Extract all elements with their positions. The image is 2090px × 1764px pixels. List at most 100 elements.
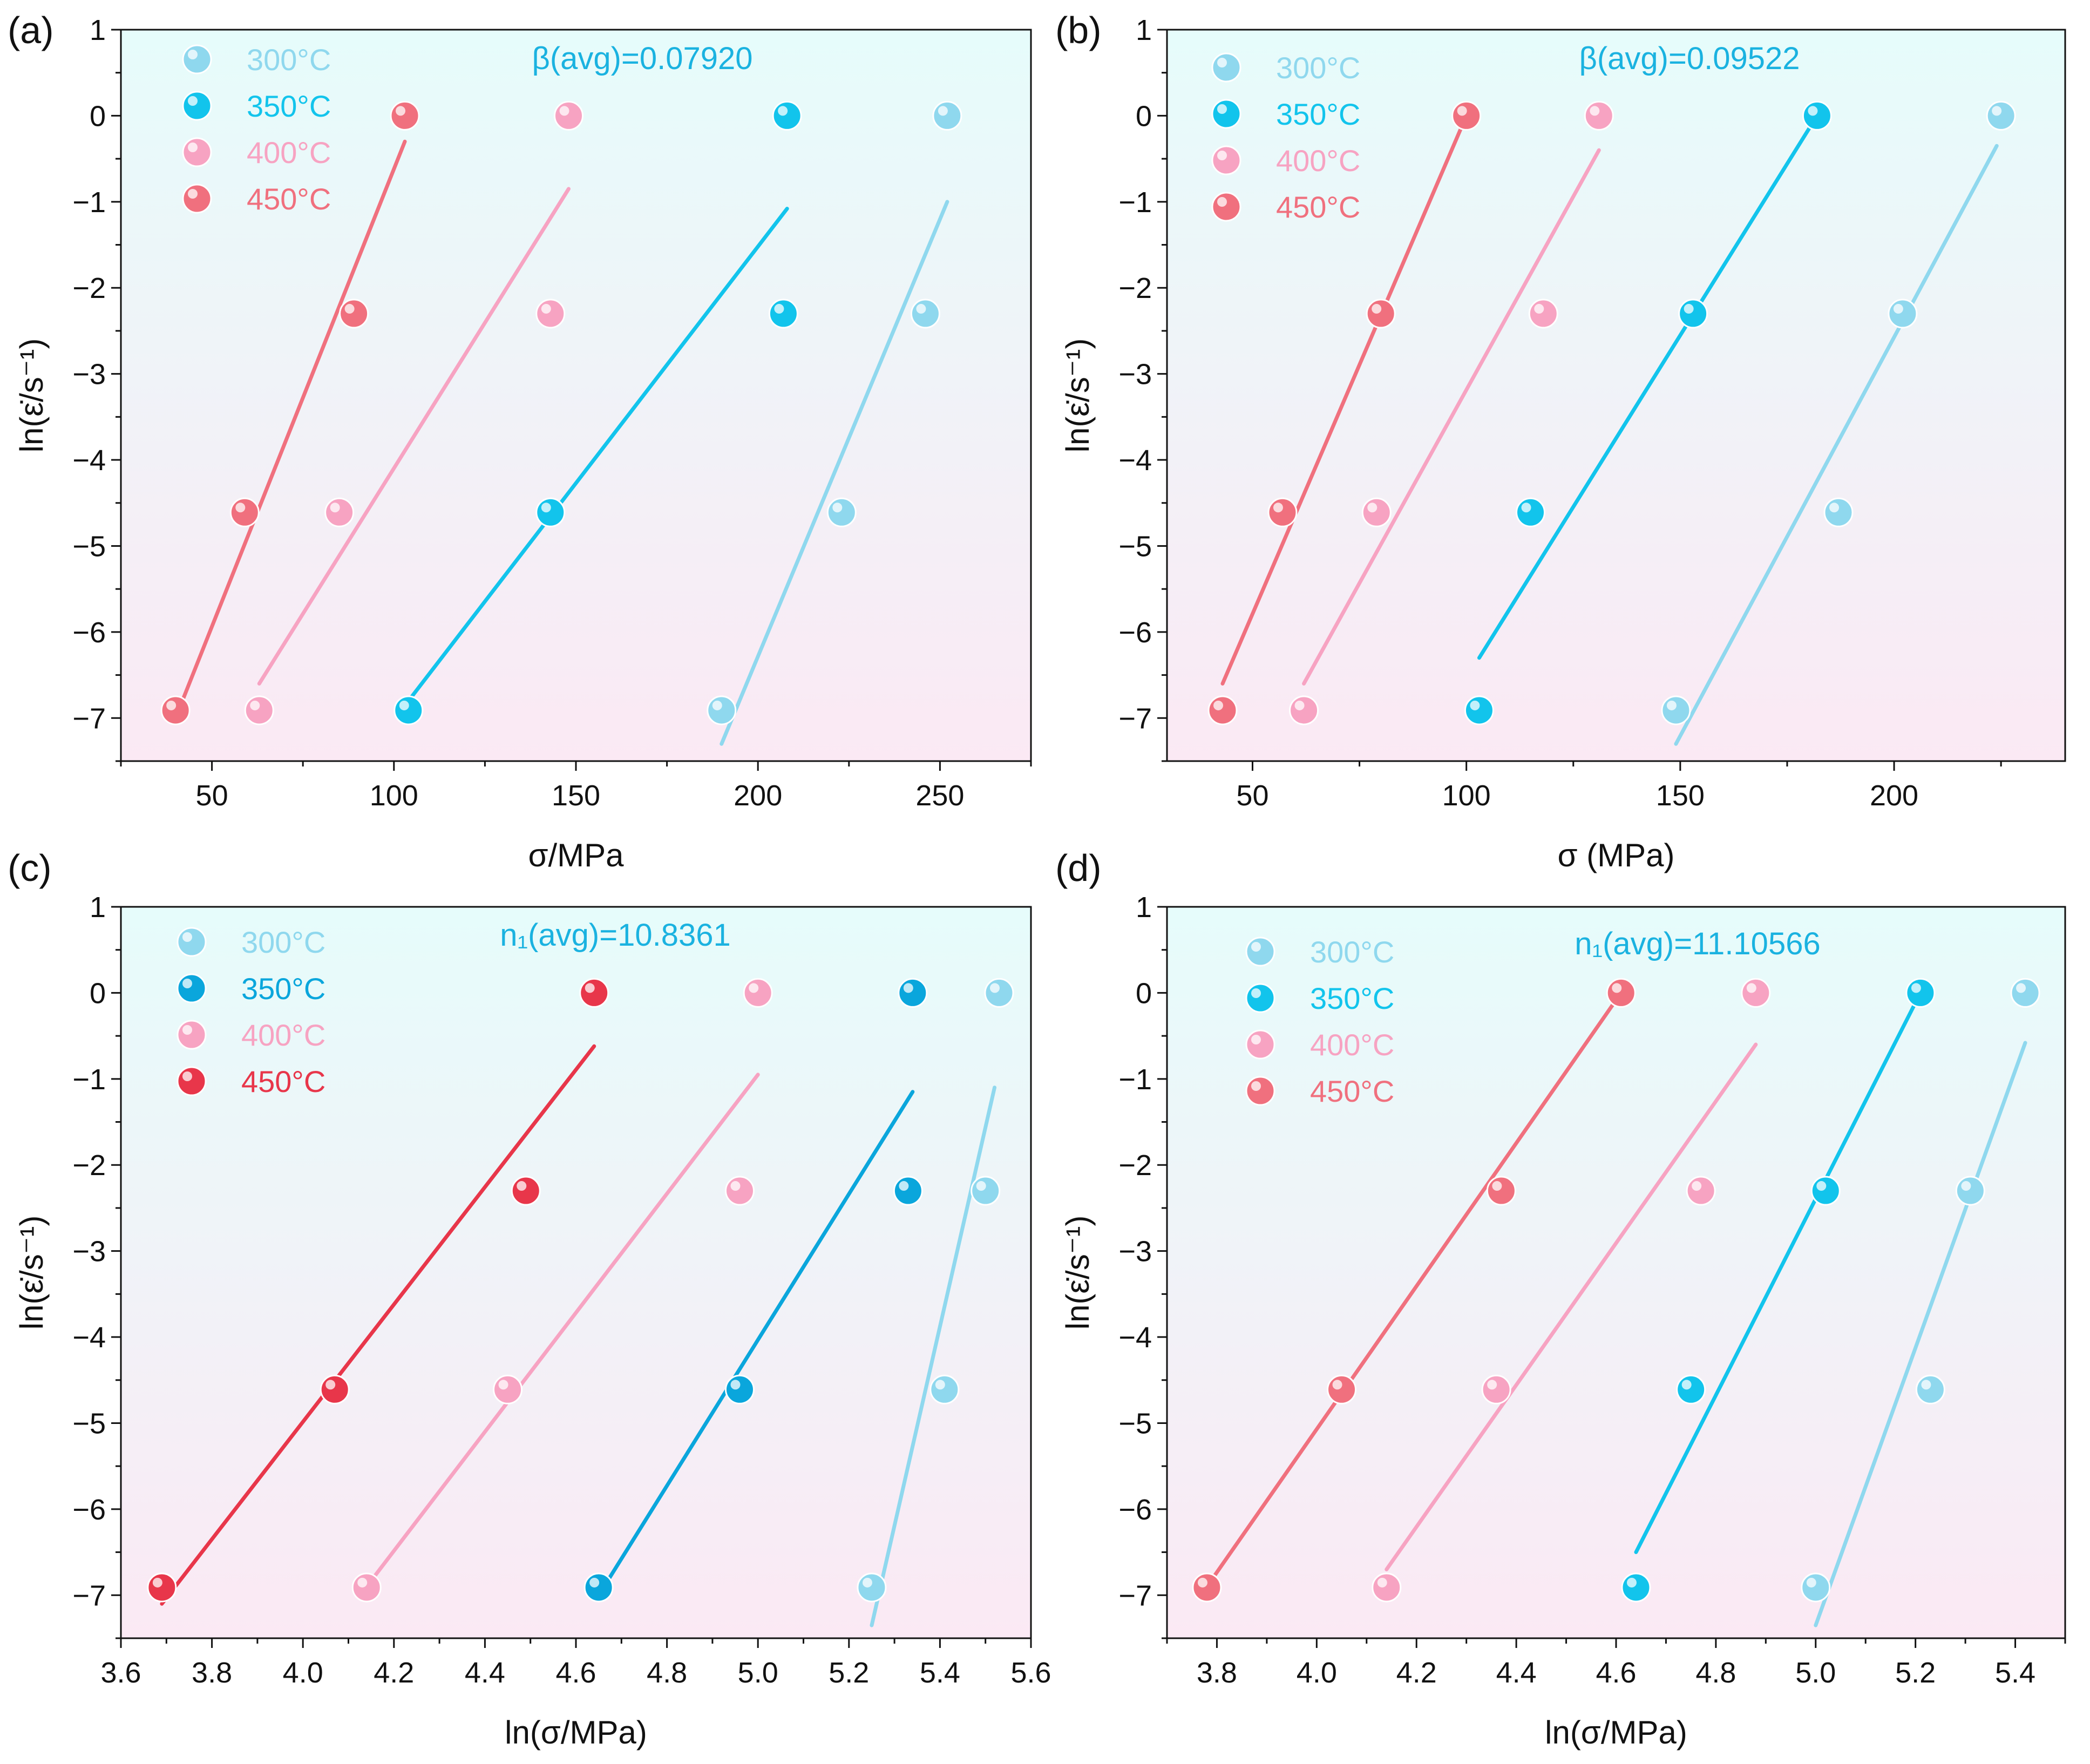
data-point bbox=[535, 298, 566, 329]
data-point bbox=[1686, 1176, 1716, 1206]
y-tick-label: 1 bbox=[1136, 14, 1152, 46]
y-tick-label: −1 bbox=[72, 186, 106, 219]
plot-area bbox=[1167, 30, 2065, 761]
data-point bbox=[1486, 1176, 1516, 1206]
legend-marker-highlight bbox=[1251, 988, 1261, 998]
data-point-highlight bbox=[749, 983, 759, 993]
y-tick-label: −3 bbox=[72, 358, 106, 391]
y-tick-label: −3 bbox=[1118, 1236, 1152, 1268]
data-point bbox=[1802, 100, 1832, 131]
data-point bbox=[1516, 497, 1546, 527]
data-point bbox=[984, 978, 1014, 1008]
plot-area bbox=[1167, 907, 2065, 1638]
legend-marker-highlight bbox=[188, 143, 198, 152]
data-point bbox=[1741, 978, 1771, 1008]
data-point-highlight bbox=[1961, 1181, 1971, 1191]
data-point bbox=[1481, 1374, 1511, 1405]
data-point-highlight bbox=[1590, 106, 1600, 116]
data-point bbox=[1606, 978, 1636, 1008]
data-point-highlight bbox=[1294, 700, 1305, 710]
data-point bbox=[244, 695, 274, 725]
data-point bbox=[1905, 978, 1936, 1008]
y-axis-title: ln(ε̇/s⁻¹) bbox=[1060, 1216, 1096, 1330]
legend-label: 400°C bbox=[1276, 144, 1360, 178]
data-point-highlight bbox=[916, 304, 926, 314]
data-point bbox=[1986, 100, 2016, 131]
y-tick-label: −1 bbox=[1118, 1063, 1152, 1096]
data-point-highlight bbox=[938, 106, 948, 116]
x-axis-title: σ (MPa) bbox=[1557, 837, 1674, 873]
fit-line bbox=[257, 187, 571, 686]
data-point bbox=[1621, 1572, 1651, 1603]
data-point bbox=[898, 978, 928, 1008]
legend-marker bbox=[177, 1020, 207, 1050]
chart-panel-d: (d) 1 0 −1 −2 −3 −4 −5 −6 −7 3.8 4.0 4.2 4.4 4.6 4.8 5.0… bbox=[1055, 847, 2066, 1751]
annotation: n₁(avg)=11.10566 bbox=[1575, 926, 1820, 961]
legend-label: 450°C bbox=[247, 182, 331, 216]
x-tick-label: 4.6 bbox=[555, 1657, 596, 1689]
data-point-highlight bbox=[250, 700, 260, 710]
legend-label: 350°C bbox=[241, 972, 325, 1006]
data-point bbox=[1366, 298, 1396, 329]
legend-marker-highlight bbox=[1217, 197, 1227, 207]
data-point-highlight bbox=[712, 700, 722, 710]
legend-marker bbox=[177, 1066, 207, 1096]
legend-marker bbox=[182, 137, 212, 167]
y-tick-label: −7 bbox=[72, 1579, 106, 1612]
panel-label: (a) bbox=[8, 9, 54, 51]
legend-marker bbox=[1211, 99, 1241, 129]
legend-marker bbox=[1211, 192, 1241, 222]
x-tick-label: 5.2 bbox=[1895, 1657, 1936, 1689]
fit-line bbox=[1220, 113, 1469, 686]
data-point bbox=[1678, 298, 1708, 329]
x-tick-label: 4.8 bbox=[1695, 1657, 1736, 1689]
data-point-highlight bbox=[1470, 700, 1480, 710]
data-point-highlight bbox=[1666, 700, 1677, 710]
data-point-highlight bbox=[589, 1577, 600, 1587]
x-tick-label: 5.4 bbox=[920, 1657, 960, 1689]
y-tick-label: −7 bbox=[1118, 702, 1152, 735]
data-point bbox=[2010, 978, 2040, 1008]
data-point-highlight bbox=[396, 106, 406, 116]
x-tick-label: 200 bbox=[1870, 779, 1918, 812]
data-point bbox=[229, 497, 260, 527]
chart-panel-b: (b) 1 0 −1 −2 −3 −4 −5 −6 −7 50 100 150 200 σ (MPa) ln(… bbox=[1055, 9, 2066, 873]
legend-marker bbox=[182, 44, 212, 74]
data-point-highlight bbox=[1921, 1380, 1931, 1390]
data-point bbox=[1451, 100, 1482, 131]
data-point bbox=[768, 298, 798, 329]
data-point-highlight bbox=[1681, 1380, 1692, 1390]
data-point bbox=[893, 1176, 923, 1206]
legend-marker-highlight bbox=[1251, 1081, 1261, 1091]
data-point-highlight bbox=[730, 1181, 741, 1191]
legend-marker bbox=[182, 91, 212, 121]
data-point-highlight bbox=[325, 1380, 336, 1390]
data-point bbox=[1676, 1374, 1706, 1405]
x-tick-label: 200 bbox=[734, 779, 782, 812]
y-tick-label: −1 bbox=[72, 1063, 106, 1096]
data-point-highlight bbox=[1521, 503, 1531, 513]
y-tick-label: 0 bbox=[1136, 100, 1152, 132]
panel-label: (b) bbox=[1055, 9, 1102, 51]
x-tick-label: 4.4 bbox=[465, 1657, 505, 1689]
y-tick-label: −3 bbox=[1118, 358, 1152, 391]
legend-marker-highlight bbox=[188, 96, 198, 106]
data-point bbox=[1810, 1176, 1841, 1206]
legend-label: 400°C bbox=[1310, 1028, 1394, 1062]
data-point-highlight bbox=[1492, 1181, 1502, 1191]
legend-label: 400°C bbox=[247, 135, 331, 169]
data-point-highlight bbox=[778, 106, 788, 116]
data-point bbox=[724, 1374, 755, 1405]
data-point-highlight bbox=[2016, 983, 2026, 993]
x-tick-label: 5.2 bbox=[829, 1657, 869, 1689]
data-point bbox=[857, 1572, 887, 1603]
data-point bbox=[1192, 1572, 1222, 1603]
y-tick-label: −5 bbox=[72, 530, 106, 562]
legend-marker-highlight bbox=[1217, 151, 1227, 160]
data-point-highlight bbox=[1692, 1181, 1702, 1191]
data-point bbox=[1207, 695, 1238, 725]
plot-frame bbox=[1166, 29, 2066, 762]
x-tick-label: 3.8 bbox=[1197, 1657, 1237, 1689]
data-point-highlight bbox=[235, 503, 246, 513]
